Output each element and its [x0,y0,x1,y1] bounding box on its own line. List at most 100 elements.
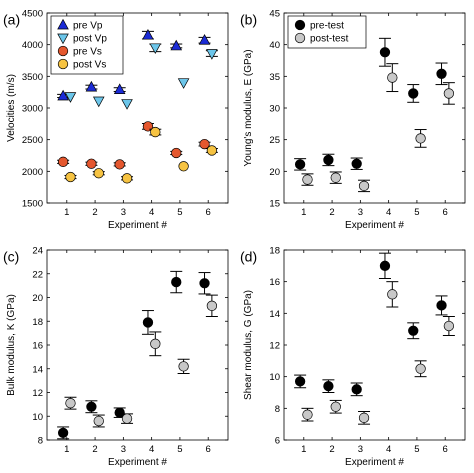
y-tick-label: 18 [32,317,43,328]
x-tick-label: 1 [301,444,306,455]
series-1 [301,281,455,425]
series-1 [301,63,455,193]
legend: pre-test post-test [287,15,367,49]
series-0 [57,270,211,440]
data-point [171,147,182,159]
data-point [86,158,97,169]
panel-label: (b) [240,11,257,27]
x-axis-label: Experiment # [108,220,167,231]
data-point [93,168,104,179]
y-tick-label: 24 [32,246,43,257]
x-tick-label: 5 [414,444,419,455]
data-point [65,171,76,183]
y-tick-label: 14 [269,309,280,320]
y-tick-label: 22 [32,269,43,280]
data-point [149,43,162,55]
data-point [92,96,105,108]
data-point [57,427,69,439]
x-tick-label: 2 [329,207,334,218]
data-point [121,173,133,184]
data-point [178,361,189,372]
data-point [323,381,334,392]
panel-label: (c) [3,248,19,264]
data-point [121,99,133,110]
x-tick-label: 2 [92,444,97,455]
legend-label: post Vp [73,34,107,45]
data-point [65,398,76,409]
data-point [121,413,133,424]
y-tick-label: 40 [269,40,280,51]
y-tick-label: 15 [269,199,280,210]
y-tick-label: 45 [269,9,280,20]
y-tick-label: 12 [32,388,43,399]
data-point [86,401,97,412]
series-3 [64,126,218,184]
x-tick-label: 3 [358,207,363,218]
data-point [206,145,218,156]
data-point [415,133,426,144]
series-1 [64,294,218,428]
data-point [206,49,218,60]
y-tick-label: 20 [32,293,43,304]
data-point [323,154,334,166]
y-tick-label: 18 [269,246,280,257]
data-point [170,39,183,51]
series-1 [64,43,218,110]
series-0 [294,37,448,171]
data-point [330,401,341,412]
y-axis-label: Velocities (m/s) [6,74,17,142]
data-point [408,325,419,336]
data-point [113,83,126,94]
y-tick-label: 6 [275,436,280,447]
x-tick-label: 4 [149,207,154,218]
legend-label: post-test [310,34,349,45]
data-point [114,159,125,170]
x-axis-label: Experiment # [108,457,167,468]
data-point [358,412,370,423]
panel-label: (d) [240,248,257,264]
x-tick-label: 2 [329,444,334,455]
legend-label: pre-test [310,21,344,32]
legend: pre Vp post Vp pre Vs post Vs [50,15,124,75]
legend-marker [57,18,69,30]
data-point [351,384,362,395]
x-tick-label: 6 [206,444,211,455]
y-tick-label: 25 [269,135,280,146]
y-tick-label: 3500 [22,72,43,83]
data-point [171,276,182,288]
y-tick-label: 30 [269,104,280,115]
legend-label: post Vs [73,60,106,71]
data-point [178,161,189,172]
x-tick-label: 1 [301,207,306,218]
y-axis-label: Bulk modulus, K (GPa) [6,294,17,396]
data-point [302,174,313,185]
x-axis-label: Experiment # [345,457,404,468]
y-tick-label: 35 [269,72,280,83]
data-point [351,158,362,169]
data-point [114,407,125,418]
data-point [387,289,398,300]
data-point [142,28,154,40]
y-tick-label: 16 [32,341,43,352]
data-point [206,300,218,311]
panel-label: (a) [3,11,20,27]
data-point [387,72,398,83]
data-point [379,47,391,58]
data-point [57,89,69,101]
y-tick-label: 4000 [22,40,43,51]
x-tick-label: 4 [386,207,391,218]
series-0 [294,252,448,397]
y-tick-label: 16 [269,277,280,288]
data-point [443,88,455,99]
x-tick-label: 6 [443,207,448,218]
y-tick-label: 10 [32,412,43,423]
data-point [379,260,391,271]
data-point [443,320,455,332]
x-tick-label: 6 [206,207,211,218]
legend-label: pre Vp [73,21,103,32]
legend-marker [57,33,69,45]
data-point [142,317,154,328]
data-point [150,338,161,349]
x-tick-label: 3 [358,444,363,455]
